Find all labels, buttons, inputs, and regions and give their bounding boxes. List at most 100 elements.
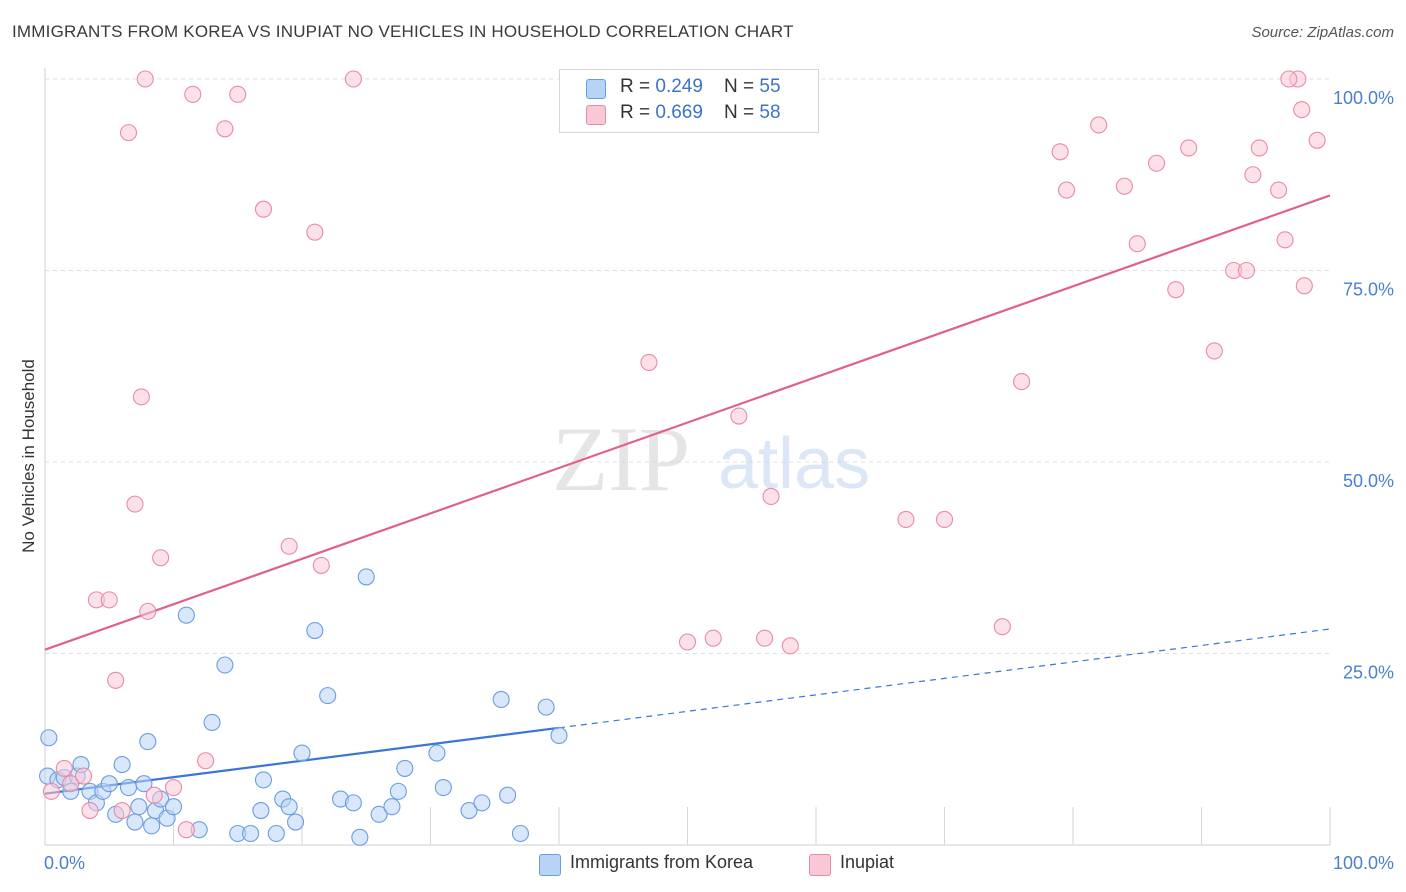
trend-line-inupiat bbox=[44, 194, 1331, 651]
point-inupiat bbox=[1308, 131, 1326, 149]
x-tick-label: 100.0% bbox=[1333, 853, 1394, 873]
point-inupiat bbox=[1147, 154, 1166, 172]
y-tick-label: 50.0% bbox=[1343, 471, 1394, 491]
point-inupiat bbox=[704, 629, 722, 647]
point-inupiat bbox=[216, 120, 234, 138]
point-korea bbox=[203, 713, 221, 731]
point-korea bbox=[492, 690, 510, 709]
legend-n-label: N = bbox=[724, 76, 760, 97]
watermark-zip: ZIP bbox=[552, 408, 690, 510]
point-inupiat bbox=[55, 759, 73, 777]
point-korea bbox=[252, 801, 270, 820]
point-inupiat bbox=[229, 85, 247, 103]
point-inupiat bbox=[1180, 139, 1198, 157]
grid-lines bbox=[45, 78, 1330, 654]
point-korea bbox=[357, 568, 375, 586]
data-points bbox=[39, 70, 1326, 846]
point-inupiat bbox=[1280, 70, 1298, 88]
point-inupiat bbox=[1058, 181, 1076, 199]
legend-r-value: 0.669 bbox=[655, 102, 703, 123]
point-korea bbox=[40, 729, 58, 747]
point-inupiat bbox=[197, 752, 215, 770]
point-inupiat bbox=[75, 767, 93, 785]
point-inupiat bbox=[62, 775, 80, 793]
point-inupiat bbox=[1250, 139, 1268, 157]
point-korea bbox=[254, 771, 273, 789]
point-korea bbox=[293, 744, 311, 762]
point-inupiat bbox=[132, 388, 150, 406]
point-korea bbox=[139, 733, 157, 751]
point-inupiat bbox=[164, 778, 183, 797]
legend-n-value: 55 bbox=[759, 76, 781, 97]
point-inupiat bbox=[136, 70, 154, 88]
bottom-legend-label-inupiat: Inupiat bbox=[840, 852, 895, 872]
point-korea bbox=[130, 798, 148, 816]
point-inupiat bbox=[113, 801, 131, 820]
point-inupiat bbox=[1013, 373, 1031, 391]
point-inupiat bbox=[254, 200, 273, 218]
point-inupiat bbox=[126, 495, 144, 513]
point-korea bbox=[100, 775, 118, 793]
point-inupiat bbox=[1115, 177, 1133, 195]
x-tick-label: 0.0% bbox=[44, 853, 85, 873]
legend-n-label: N = bbox=[724, 102, 760, 123]
y-tick-label: 100.0% bbox=[1333, 88, 1394, 108]
y-tick-label: 75.0% bbox=[1343, 280, 1394, 300]
point-korea bbox=[434, 778, 452, 797]
point-inupiat bbox=[312, 556, 330, 574]
axes bbox=[44, 68, 1331, 846]
bottom-legend-swatch-inupiat bbox=[809, 854, 831, 876]
point-inupiat bbox=[344, 70, 362, 88]
legend-r-value: 0.249 bbox=[655, 76, 703, 97]
point-inupiat bbox=[152, 549, 170, 567]
point-korea bbox=[460, 801, 478, 820]
point-korea bbox=[164, 798, 183, 816]
y-tick-label: 25.0% bbox=[1343, 663, 1394, 683]
trend-line-korea-extension bbox=[558, 628, 1331, 729]
point-inupiat bbox=[1237, 261, 1256, 280]
legend-n-value: 58 bbox=[759, 102, 781, 123]
point-korea bbox=[135, 775, 153, 793]
point-korea bbox=[113, 756, 131, 774]
point-inupiat bbox=[306, 223, 324, 241]
point-inupiat bbox=[1293, 101, 1311, 119]
point-inupiat bbox=[145, 786, 163, 804]
correlation-legend: R = 0.249 N = 55 R = 0.669 N = 58 bbox=[559, 69, 819, 133]
watermark-atlas: atlas bbox=[718, 424, 870, 504]
bottom-legend-label-korea: Immigrants from Korea bbox=[570, 852, 754, 872]
point-korea bbox=[319, 687, 337, 705]
point-inupiat bbox=[781, 637, 799, 655]
point-inupiat bbox=[1244, 166, 1262, 184]
point-inupiat bbox=[730, 407, 748, 425]
point-inupiat bbox=[177, 821, 195, 839]
point-korea bbox=[428, 744, 446, 762]
point-inupiat bbox=[81, 801, 99, 820]
legend-swatch-inupiat bbox=[586, 105, 606, 125]
point-inupiat bbox=[280, 537, 298, 555]
source-label: Source: ZipAtlas.com bbox=[1251, 24, 1394, 41]
point-korea bbox=[280, 798, 298, 816]
point-korea bbox=[383, 798, 401, 816]
point-korea bbox=[287, 813, 305, 831]
point-korea bbox=[344, 794, 362, 812]
point-korea bbox=[537, 698, 555, 716]
legend-swatch-korea bbox=[586, 79, 606, 99]
point-inupiat bbox=[1276, 231, 1294, 249]
point-korea bbox=[242, 824, 260, 843]
point-inupiat bbox=[1128, 235, 1146, 253]
tick-labels: 25.0% 50.0% 75.0% 100.0% 0.0% 100.0% bbox=[44, 88, 1394, 873]
point-inupiat bbox=[107, 671, 125, 689]
y-axis-label: No Vehicles in Household bbox=[19, 359, 38, 553]
point-inupiat bbox=[762, 487, 780, 506]
point-inupiat bbox=[1205, 342, 1223, 360]
point-korea bbox=[396, 759, 414, 777]
point-korea bbox=[216, 656, 234, 674]
point-korea bbox=[351, 828, 369, 846]
point-inupiat bbox=[119, 124, 138, 142]
point-korea bbox=[499, 786, 517, 804]
point-inupiat bbox=[1051, 143, 1069, 161]
point-inupiat bbox=[1167, 281, 1185, 299]
point-inupiat bbox=[756, 629, 774, 647]
point-inupiat bbox=[640, 353, 658, 371]
point-inupiat bbox=[42, 782, 60, 800]
